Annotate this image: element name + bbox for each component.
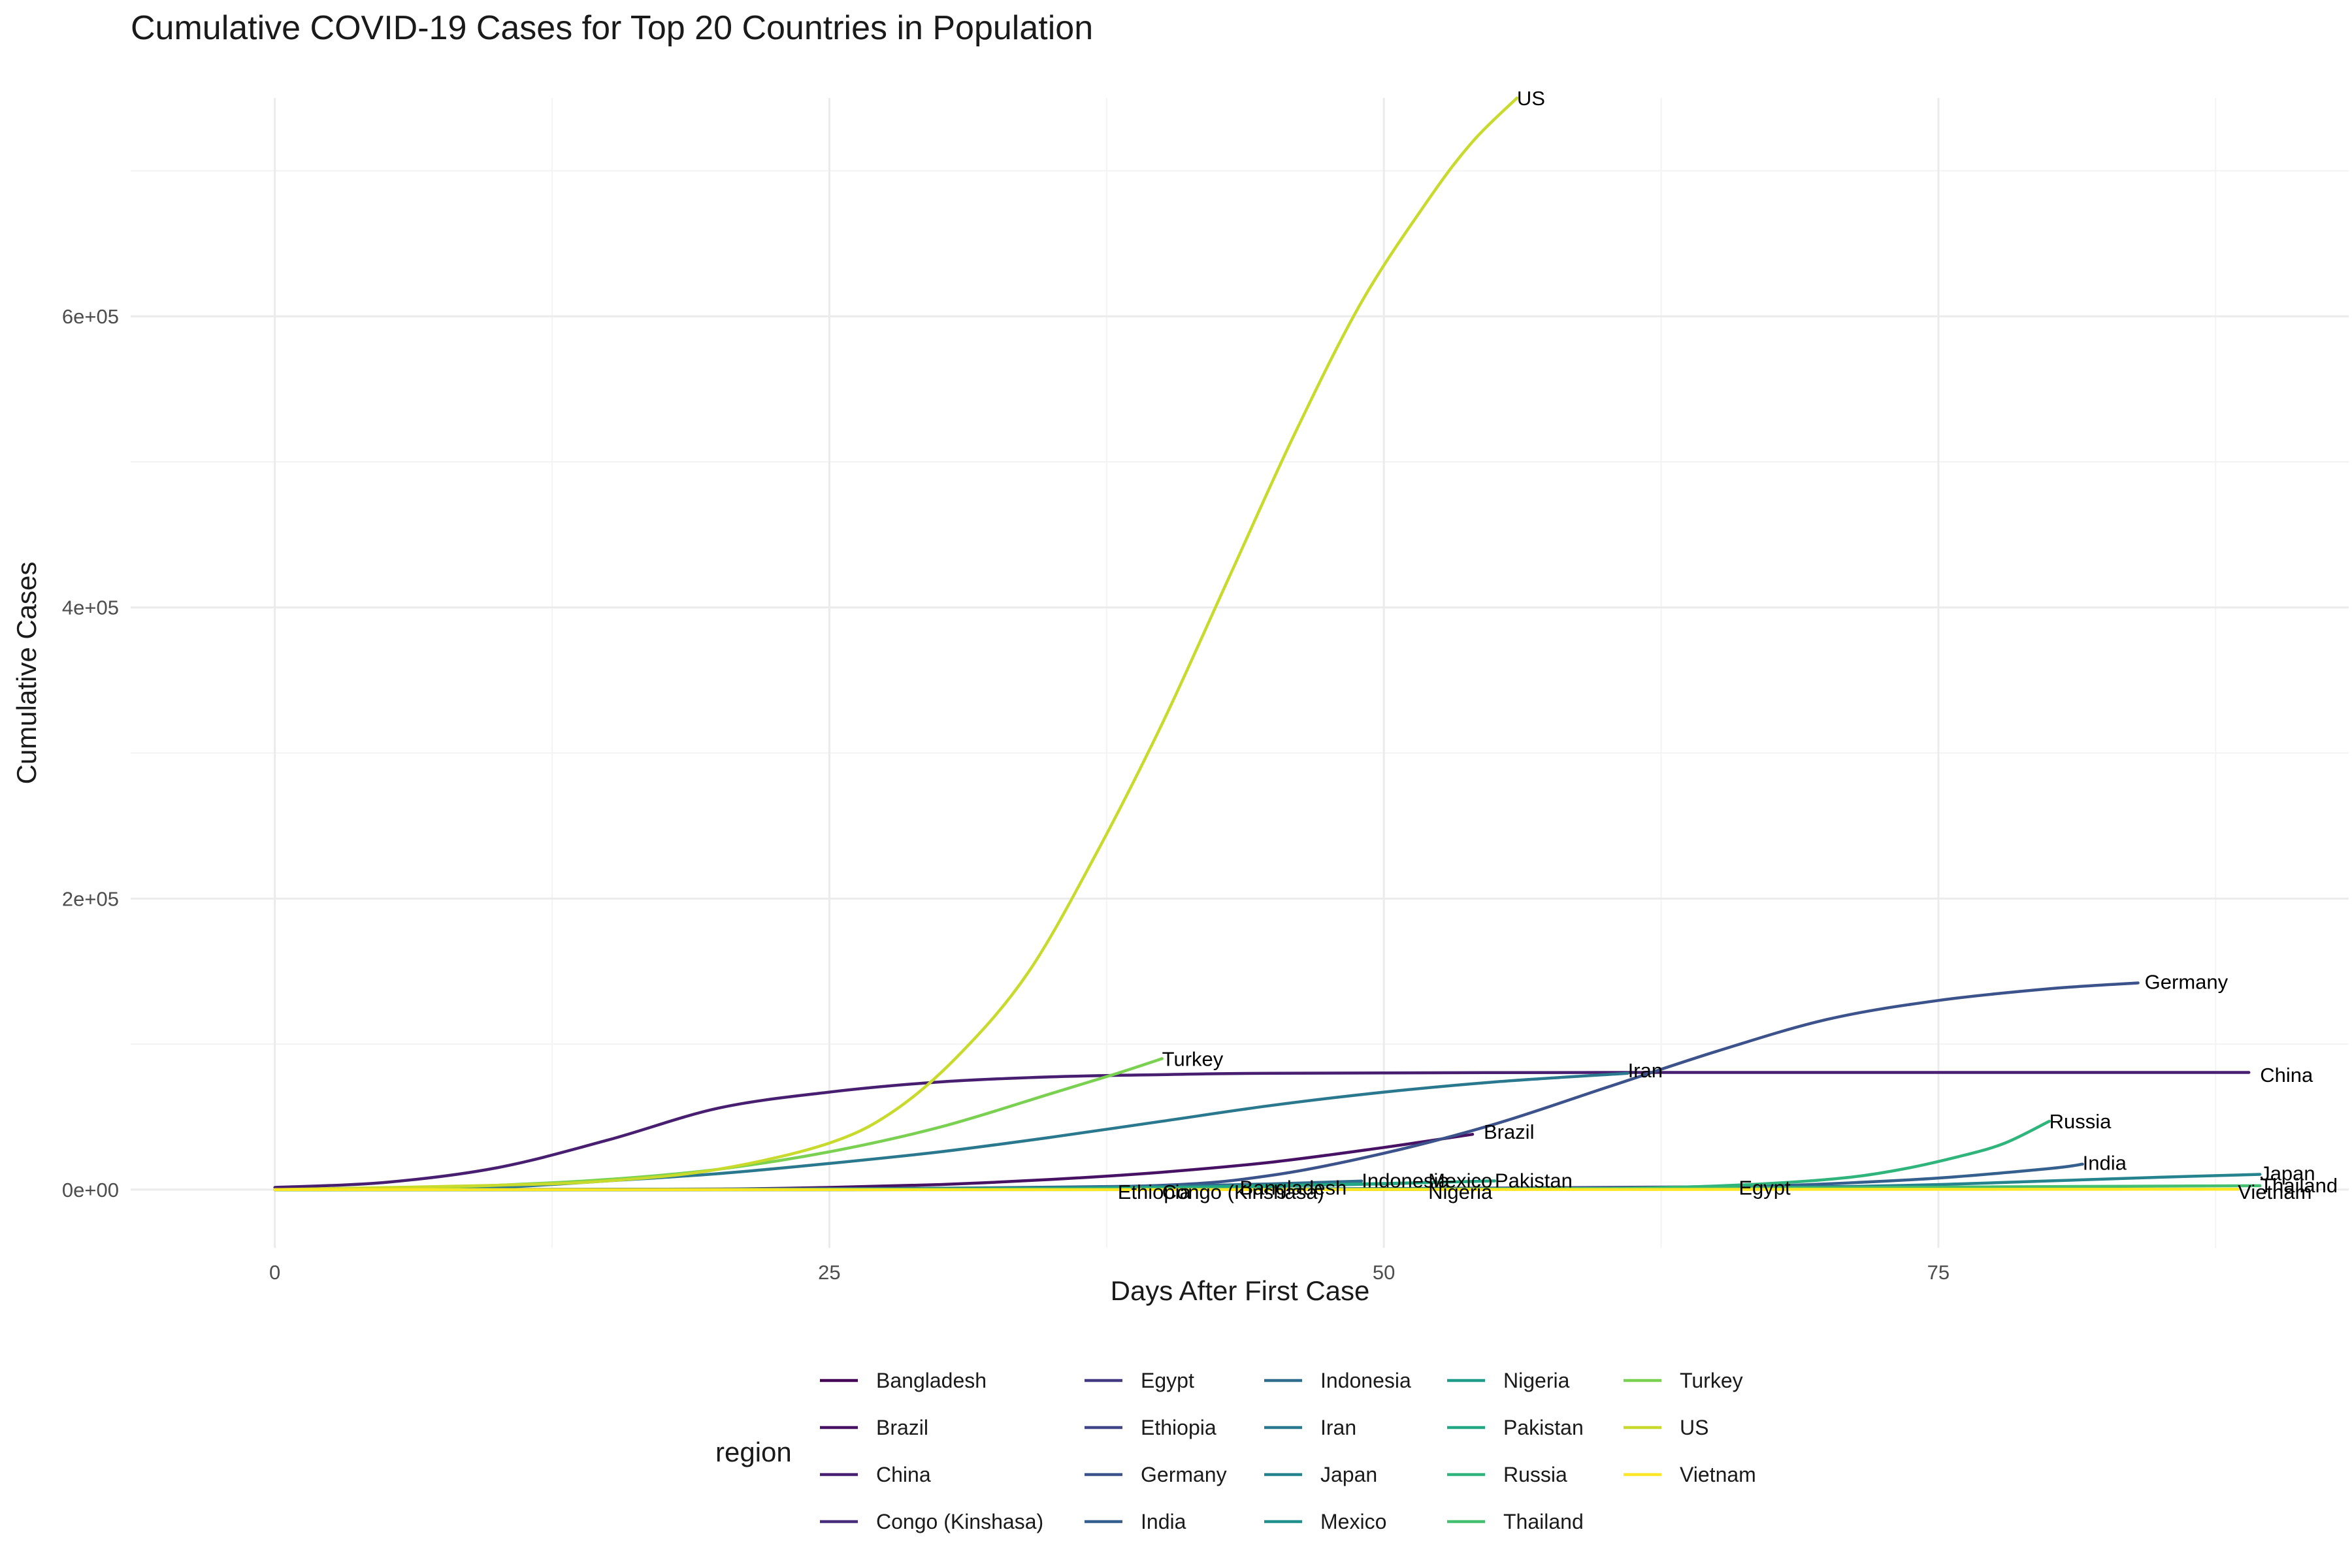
series-end-label-pakistan: Pakistan xyxy=(1495,1169,1573,1192)
legend-title: region xyxy=(715,1437,792,1467)
series-end-label-iran: Iran xyxy=(1628,1059,1663,1082)
legend-label-congo-kinshasa: Congo (Kinshasa) xyxy=(876,1510,1043,1533)
legend-label-egypt: Egypt xyxy=(1141,1369,1194,1392)
minor-gridlines-x xyxy=(551,98,2217,1248)
chart-title: Cumulative COVID-19 Cases for Top 20 Cou… xyxy=(131,9,1093,47)
legend-label-mexico: Mexico xyxy=(1320,1510,1386,1533)
legend-label-pakistan: Pakistan xyxy=(1503,1416,1584,1439)
series-end-label-mexico: Mexico xyxy=(1428,1169,1492,1192)
x-tick-label: 75 xyxy=(1927,1261,1950,1284)
series-end-labels: Bangladesh Brazil China Congo (Kinshasa) Egy… xyxy=(1118,87,2338,1203)
legend-label-india: India xyxy=(1141,1510,1186,1533)
series-end-label-russia: Russia xyxy=(2050,1110,2112,1133)
y-tick-labels: 0e+00 2e+05 4e+05 6e+05 xyxy=(62,305,119,1201)
series-end-label-us: US xyxy=(1517,87,1545,110)
legend-label-iran: Iran xyxy=(1320,1416,1356,1439)
series-line-iran xyxy=(273,1071,1629,1192)
series-end-label-india: India xyxy=(2083,1152,2127,1175)
legend-label-turkey: Turkey xyxy=(1680,1369,1743,1392)
legend-label-thailand: Thailand xyxy=(1503,1510,1584,1533)
series-end-label-egypt: Egypt xyxy=(1739,1177,1791,1200)
y-tick-label: 0e+00 xyxy=(62,1179,119,1201)
legend-label-brazil: Brazil xyxy=(876,1416,928,1439)
legend-label-japan: Japan xyxy=(1320,1463,1377,1486)
x-tick-label: 0 xyxy=(269,1261,280,1284)
y-tick-label: 6e+05 xyxy=(62,305,119,328)
legend-label-indonesia: Indonesia xyxy=(1320,1369,1411,1392)
x-tick-labels: 0 25 50 75 xyxy=(269,1261,1950,1284)
series-end-label-japan: Japan xyxy=(2260,1162,2315,1184)
legend-label-germany: Germany xyxy=(1141,1463,1227,1486)
legend-label-ethiopia: Ethiopia xyxy=(1141,1416,1217,1439)
series-lines xyxy=(273,96,2262,1192)
series-end-label-germany: Germany xyxy=(2145,970,2229,993)
legend-label-china: China xyxy=(876,1463,931,1486)
series-end-label-congo-kinshasa: Congo (Kinshasa) xyxy=(1162,1181,1324,1203)
legend: region Bangladesh Brazil China Congo (Kinsh… xyxy=(715,1369,1756,1533)
series-end-label-thailand: Thailand xyxy=(2260,1174,2338,1197)
legend-label-vietnam: Vietnam xyxy=(1680,1463,1756,1486)
legend-label-russia: Russia xyxy=(1503,1463,1567,1486)
series-end-label-turkey: Turkey xyxy=(1162,1047,1224,1070)
y-tick-label: 2e+05 xyxy=(62,887,119,910)
legend-label-nigeria: Nigeria xyxy=(1503,1369,1570,1392)
series-end-label-bangladesh: Bangladesh xyxy=(1240,1177,1347,1200)
x-tick-label: 50 xyxy=(1373,1261,1395,1284)
series-end-label-vietnam: Vietnam xyxy=(2238,1181,2311,1203)
series-line-vietnam xyxy=(273,1188,2240,1192)
series-end-label-china: China xyxy=(2260,1064,2313,1086)
series-end-label-brazil: Brazil xyxy=(1484,1120,1535,1143)
series-end-label-ethiopia: Ethiopia xyxy=(1118,1181,1192,1203)
major-gridlines-x xyxy=(274,98,1940,1248)
series-end-label-nigeria: Nigeria xyxy=(1428,1181,1493,1203)
legend-label-us: US xyxy=(1680,1416,1708,1439)
legend-items: Bangladesh Brazil China Congo (Kinshasa) Egy… xyxy=(820,1369,1756,1533)
series-line-china xyxy=(273,1071,2251,1189)
series-line-germany xyxy=(273,981,2140,1192)
minor-gridlines-y xyxy=(131,170,2349,1045)
x-axis-title: Days After First Case xyxy=(1111,1275,1370,1306)
series-end-label-indonesia: Indonesia xyxy=(1362,1169,1450,1192)
y-axis-title: Cumulative Cases xyxy=(11,562,42,785)
series-line-us xyxy=(273,96,1519,1192)
x-tick-label: 25 xyxy=(818,1261,840,1284)
y-tick-label: 4e+05 xyxy=(62,596,119,619)
legend-label-bangladesh: Bangladesh xyxy=(876,1369,987,1392)
